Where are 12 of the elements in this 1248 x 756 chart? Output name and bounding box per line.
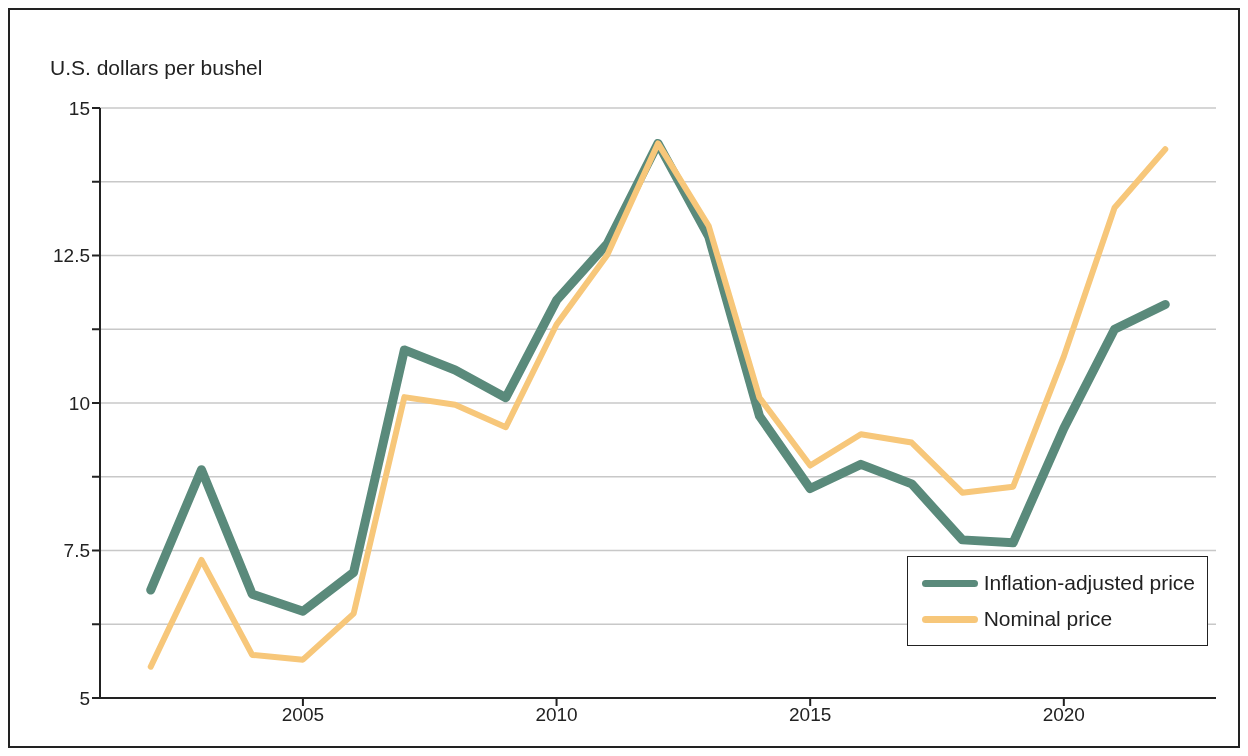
y-tick-label: 5 bbox=[79, 687, 90, 709]
x-tick-label: 2015 bbox=[789, 704, 832, 726]
y-tick-label: 10 bbox=[68, 392, 90, 414]
x-tick-label: 2020 bbox=[1042, 704, 1085, 726]
y-axis-title: U.S. dollars per bushel bbox=[50, 56, 263, 80]
y-tick-label: 12.5 bbox=[53, 245, 90, 267]
x-tick-label: 2005 bbox=[281, 704, 325, 726]
x-tick-label: 2010 bbox=[535, 704, 578, 726]
legend-label: Inflation-adjusted price bbox=[983, 571, 1195, 595]
y-tick-label: 7.5 bbox=[63, 540, 90, 562]
y-tick-label: 15 bbox=[68, 97, 90, 119]
legend-label: Nominal price bbox=[983, 607, 1113, 631]
